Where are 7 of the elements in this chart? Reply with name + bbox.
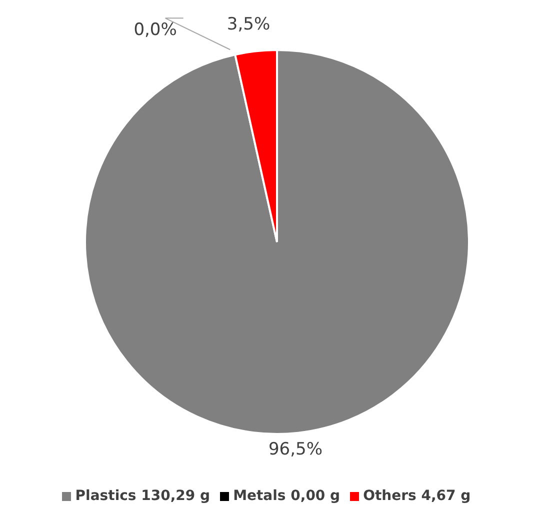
data-label: 96,5% xyxy=(268,440,322,460)
legend-label: Others 4,67 g xyxy=(363,488,471,504)
text: 0,0% xyxy=(134,20,177,40)
legend-label: Metals 0,00 g xyxy=(233,488,340,504)
data-label: 3,5% xyxy=(226,14,270,34)
legend-label: Plastics 130,29 g xyxy=(75,488,210,504)
pie-slice xyxy=(84,49,470,435)
